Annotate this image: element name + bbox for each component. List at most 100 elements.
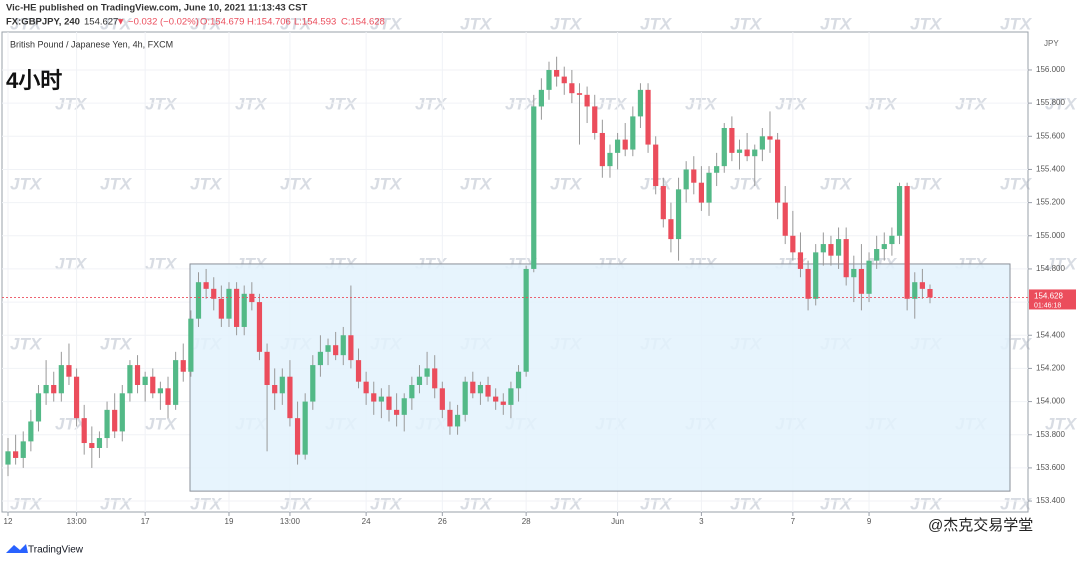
- watermark: JTX: [370, 494, 403, 513]
- x-tick-label: 13:00: [280, 517, 301, 526]
- candle-body: [782, 202, 788, 236]
- candle-body: [599, 132, 605, 167]
- candle-body: [607, 152, 613, 167]
- candle-body: [508, 388, 514, 405]
- candle-body: [797, 252, 804, 269]
- candle-body: [5, 451, 11, 465]
- y-tick-label: 153.800: [1036, 430, 1065, 439]
- x-tick-label: 28: [522, 517, 531, 526]
- watermark: JTX: [100, 334, 133, 353]
- candle-body: [73, 376, 80, 419]
- candle-body: [317, 351, 324, 366]
- symbol: FX:GBPJPY, 240: [6, 17, 80, 28]
- watermark: JTX: [190, 174, 223, 193]
- candle-body: [759, 136, 765, 150]
- candle-body: [721, 128, 727, 167]
- watermark: JTX: [910, 174, 943, 193]
- candle-body: [195, 282, 202, 319]
- candle-body: [348, 335, 354, 361]
- watermark: JTX: [640, 14, 673, 33]
- watermark: JTX: [10, 174, 43, 193]
- candle-body: [645, 89, 651, 145]
- watermark: JTX: [1045, 254, 1078, 273]
- candle-body: [660, 186, 666, 220]
- candle-body: [439, 388, 445, 410]
- candle-body: [310, 365, 316, 402]
- candle-body: [127, 365, 133, 394]
- y-tick-label: 155.800: [1036, 98, 1065, 107]
- candle-body: [355, 360, 362, 382]
- candle-body: [218, 298, 224, 319]
- x-tick-label: 17: [141, 517, 150, 526]
- candle-body: [866, 260, 872, 294]
- candle-body: [828, 244, 834, 256]
- candle-body: [203, 282, 209, 289]
- candle-body: [424, 368, 430, 377]
- watermark: JTX: [640, 494, 673, 513]
- close: C:154.628: [341, 17, 385, 28]
- plot: [2, 32, 1028, 512]
- last-price: 154.627: [84, 17, 118, 28]
- x-tick-label: 26: [438, 517, 447, 526]
- y-tick-label: 154.000: [1036, 397, 1065, 406]
- candle-body: [927, 288, 933, 298]
- candle-body: [569, 83, 575, 94]
- high: H:154.706: [247, 17, 291, 28]
- watermark: JTX: [280, 14, 313, 33]
- candle-body: [698, 182, 705, 203]
- candle-body: [157, 388, 163, 394]
- watermark: JTX: [415, 94, 448, 113]
- watermark: JTX: [730, 494, 763, 513]
- candle-body: [211, 288, 217, 299]
- candle-body: [843, 239, 849, 278]
- candle-body: [653, 144, 659, 187]
- candle-body: [805, 268, 811, 299]
- candle-body: [592, 106, 598, 133]
- watermark: JTX: [55, 94, 88, 113]
- candle-body: [675, 189, 682, 240]
- candle-body: [188, 318, 194, 372]
- watermark: JTX: [955, 94, 988, 113]
- candle-body: [820, 244, 826, 253]
- candle-body: [683, 169, 689, 190]
- candle-body: [554, 69, 560, 77]
- watermark: JTX: [100, 494, 133, 513]
- candle-body: [401, 398, 407, 415]
- candle-body: [386, 396, 392, 410]
- watermark: JTX: [730, 14, 763, 33]
- y-tick-label: 153.600: [1036, 463, 1065, 472]
- candle-body: [35, 393, 42, 422]
- candle-body: [28, 421, 34, 442]
- candle-body: [691, 169, 697, 183]
- candle-body: [165, 388, 171, 405]
- chart-title: British Pound / Japanese Yen, 4h, FXCM: [10, 39, 173, 49]
- candle-body: [752, 149, 758, 157]
- candle-body: [546, 69, 552, 90]
- watermark: JTX: [145, 414, 178, 433]
- candle-body: [256, 302, 263, 352]
- candle-body: [668, 219, 674, 240]
- candle-body: [790, 235, 796, 253]
- y-tick-label: 155.400: [1036, 165, 1065, 174]
- brand-logo: [6, 544, 28, 553]
- candle-body: [858, 268, 865, 294]
- candle-body: [333, 345, 339, 356]
- watermark: JTX: [1000, 174, 1033, 193]
- x-tick-label: 3: [699, 517, 704, 526]
- watermark: JTX: [550, 494, 583, 513]
- byline: Vic-HE published on TradingView.com, Jun…: [6, 3, 307, 14]
- candle-body: [637, 89, 644, 117]
- candle-body: [142, 376, 148, 385]
- watermark: JTX: [910, 494, 943, 513]
- open: O:154.679: [200, 17, 244, 28]
- x-tick-label: 7: [791, 517, 796, 526]
- candle-body: [13, 451, 19, 458]
- candle-body: [896, 186, 903, 236]
- candle-body: [226, 288, 232, 319]
- x-tick-label: 9: [867, 517, 872, 526]
- watermark: JTX: [865, 94, 898, 113]
- x-tick-label: 13:00: [67, 517, 88, 526]
- candle-body: [96, 438, 103, 448]
- watermark: JTX: [775, 94, 808, 113]
